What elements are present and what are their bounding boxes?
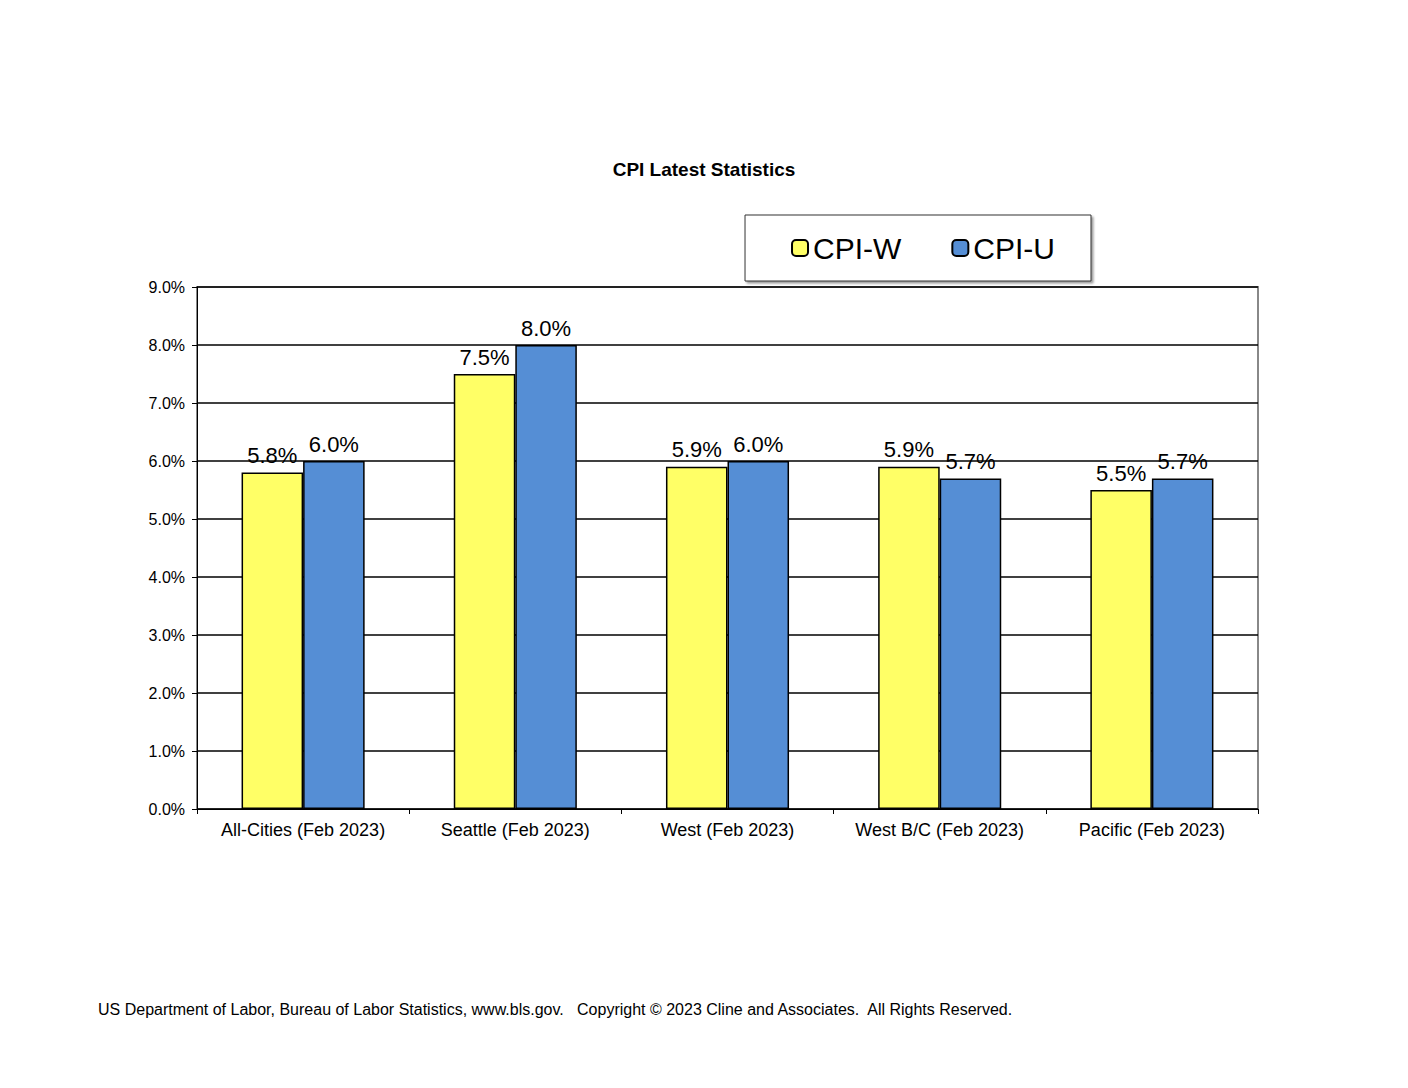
svg-text:8.0%: 8.0% — [149, 337, 185, 354]
svg-text:5.9%: 5.9% — [884, 437, 934, 462]
svg-text:6.0%: 6.0% — [309, 432, 359, 457]
svg-text:5.8%: 5.8% — [247, 443, 297, 468]
svg-text:US Department of Labor, Bureau: US Department of Labor, Bureau of Labor … — [98, 1001, 1012, 1018]
svg-text:West B/C (Feb 2023): West B/C (Feb 2023) — [855, 820, 1024, 840]
svg-text:2.0%: 2.0% — [149, 685, 185, 702]
svg-text:CPI-U: CPI-U — [973, 232, 1055, 265]
svg-text:West (Feb 2023): West (Feb 2023) — [661, 820, 795, 840]
svg-text:3.0%: 3.0% — [149, 627, 185, 644]
svg-text:1.0%: 1.0% — [149, 743, 185, 760]
svg-text:6.0%: 6.0% — [149, 453, 185, 470]
svg-text:CPI-W: CPI-W — [813, 232, 902, 265]
svg-text:5.0%: 5.0% — [149, 511, 185, 528]
svg-text:4.0%: 4.0% — [149, 569, 185, 586]
svg-text:5.7%: 5.7% — [1158, 449, 1208, 474]
svg-text:7.5%: 7.5% — [459, 345, 509, 370]
svg-text:6.0%: 6.0% — [733, 432, 783, 457]
svg-text:Seattle (Feb 2023): Seattle (Feb 2023) — [441, 820, 590, 840]
svg-text:CPI Latest Statistics: CPI Latest Statistics — [613, 159, 796, 180]
svg-text:8.0%: 8.0% — [521, 316, 571, 341]
svg-text:Pacific (Feb 2023): Pacific (Feb 2023) — [1079, 820, 1225, 840]
svg-text:All-Cities (Feb 2023): All-Cities (Feb 2023) — [221, 820, 385, 840]
svg-text:0.0%: 0.0% — [149, 801, 185, 818]
svg-text:9.0%: 9.0% — [149, 279, 185, 296]
svg-text:5.5%: 5.5% — [1096, 461, 1146, 486]
svg-text:5.9%: 5.9% — [672, 437, 722, 462]
svg-text:5.7%: 5.7% — [945, 449, 995, 474]
svg-text:7.0%: 7.0% — [149, 395, 185, 412]
